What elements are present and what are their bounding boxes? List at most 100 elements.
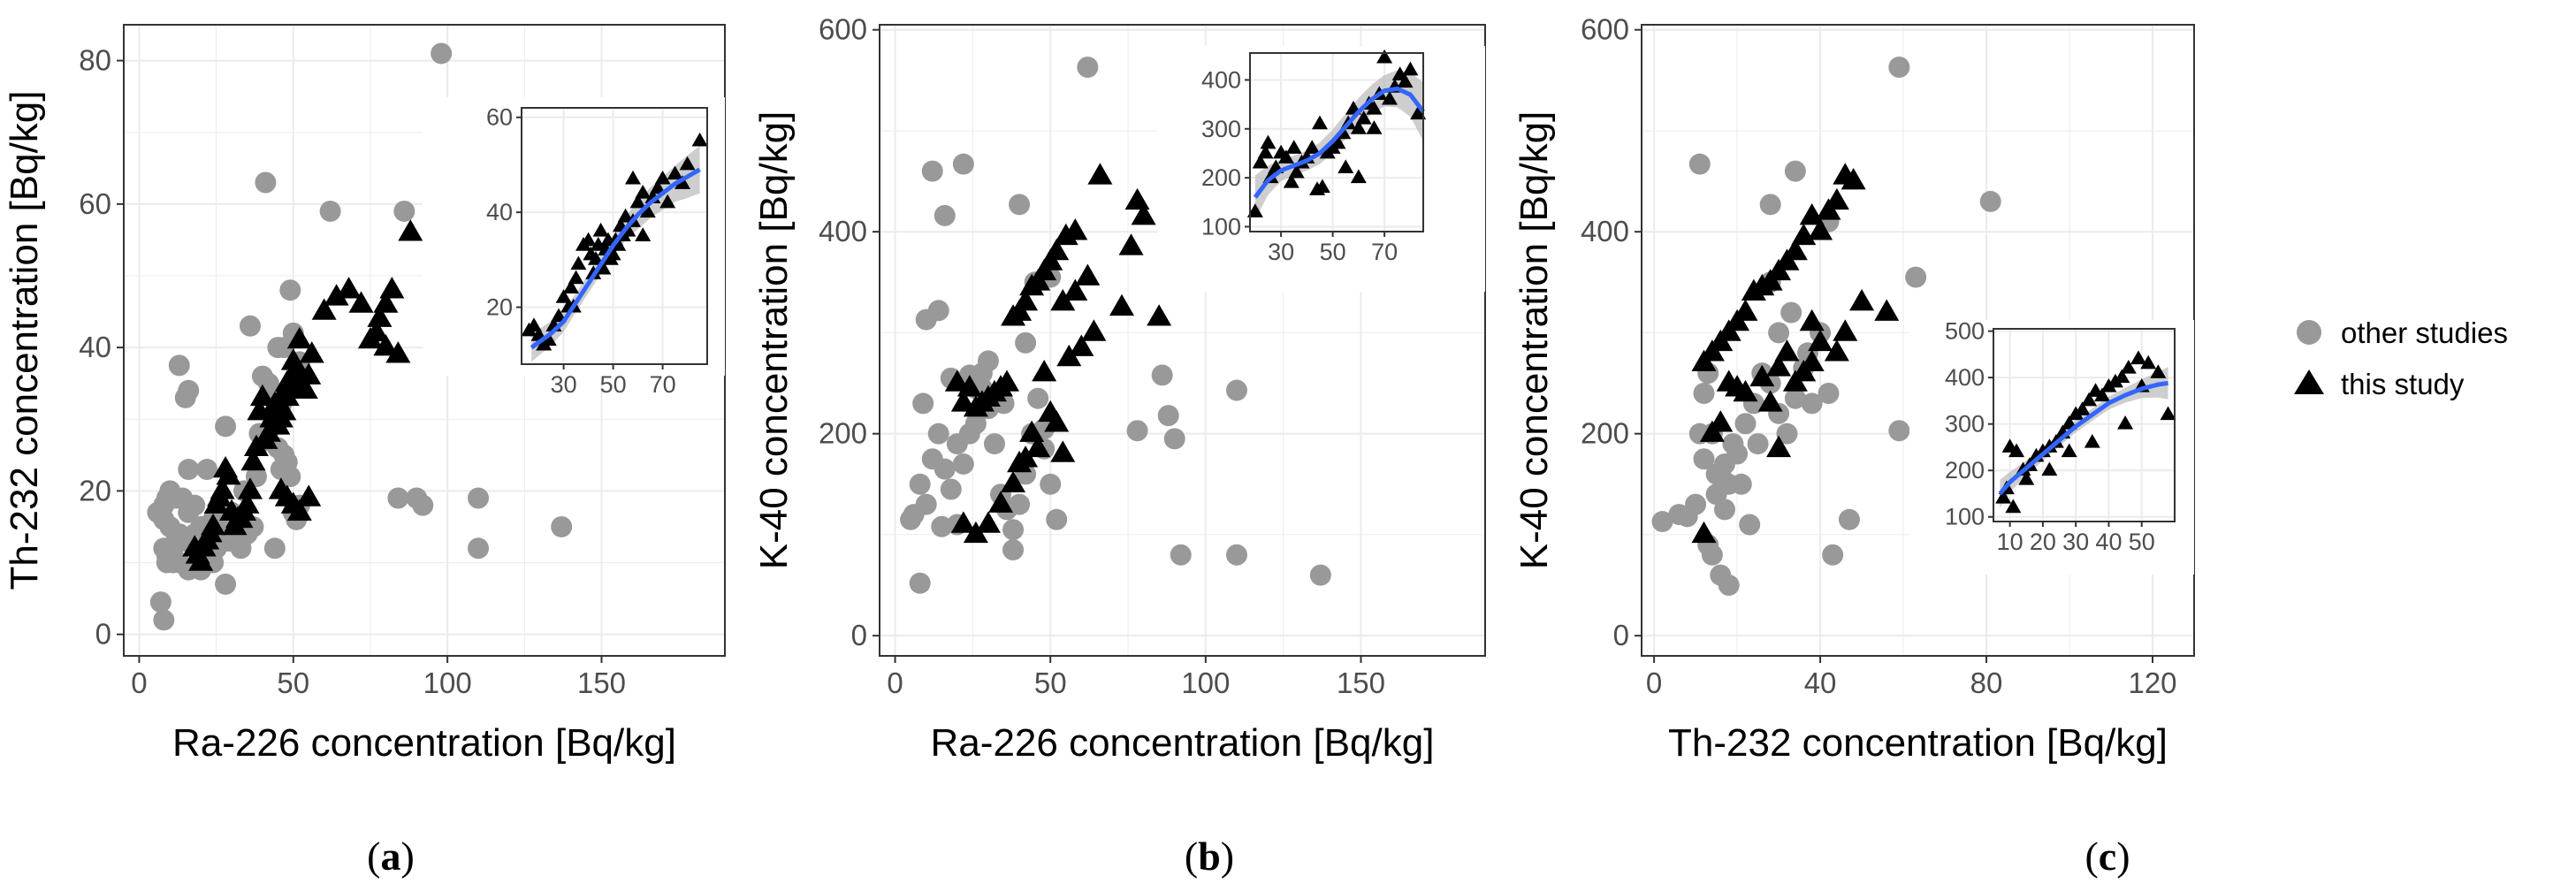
inset-point-this-study [1402,61,1419,76]
point-this-study [1131,202,1156,225]
inset-x-tick-label: 50 [600,371,627,398]
inset-point-this-study [563,279,579,294]
point-other-studies [915,308,937,331]
point-this-study [1147,304,1172,326]
point-other-studies [1077,56,1099,78]
inset-x-tick-label: 10 [1997,529,2023,555]
inset-point-this-study [1350,169,1367,184]
point-other-studies [153,609,175,631]
point-other-studies [909,572,931,594]
point-this-study [213,455,239,478]
point-this-study [286,499,312,521]
inset-point-this-study [2117,415,2134,430]
caption-a: (a) [367,834,415,879]
point-other-studies [921,160,943,182]
point-this-study [1757,390,1783,412]
x-tick-label: 0 [131,666,147,699]
point-other-studies [1734,413,1757,435]
point-this-study [219,499,245,521]
inset-point-this-study [595,260,612,275]
point-this-study [1118,233,1144,255]
inset-x-tick-label: 20 [2030,529,2056,555]
inset-point-this-study [583,246,599,261]
point-this-study [1808,218,1833,240]
point-other-studies [1979,190,2001,212]
point-other-studies [1730,473,1752,495]
point-this-study [1849,289,1875,311]
point-this-study [1069,334,1094,356]
point-this-study [259,406,285,428]
x-tick-label: 100 [1181,666,1230,699]
point-other-studies [178,459,200,481]
inset-point-this-study [1285,140,1302,154]
point-this-study [1749,364,1775,387]
inset-point-this-study [659,194,676,209]
x-axis-title: Th-232 concentration [Bq/kg] [1668,721,2168,765]
point-this-study [379,277,405,299]
inset-point-this-study [1304,140,1321,154]
inset-y-tick-label: 60 [486,104,513,131]
point-this-study [1766,354,1792,377]
point-other-studies [551,515,573,537]
series-this-study [182,219,423,571]
point-other-studies [1015,331,1037,354]
inset-point-this-study [2041,461,2058,476]
point-this-study [1799,202,1825,225]
point-other-studies [178,501,200,523]
inset-point-this-study [2087,383,2104,397]
inset-plot: 30 50 70 20 40 60 [423,97,725,398]
inset-x-tick-label: 30 [551,371,577,398]
inset-x-tick-label: 70 [1371,239,1398,265]
point-other-studies [1888,420,1910,442]
inset-point-this-study [1338,159,1354,174]
y-tick-label: 400 [1581,215,1629,248]
inset-frame [1993,328,2176,522]
x-axis-title: Ra-226 concentration [Bq/kg] [172,721,676,765]
point-this-study [1001,470,1026,493]
y-tick-label: 80 [79,44,111,77]
point-this-study [299,341,324,363]
point-this-study [1001,304,1026,326]
series-this-study [1691,163,1900,544]
point-other-studies [952,153,974,175]
point-other-studies [279,279,301,301]
inset-y-tick-label: 400 [1945,364,1985,391]
y-tick-label: 0 [95,618,111,651]
point-other-studies [1822,544,1844,566]
inset-point-this-study [1252,154,1269,169]
inset-x-tick-label: 30 [2062,529,2089,555]
inset-point-this-study [2120,359,2137,374]
point-other-studies [1747,433,1769,455]
point-this-study [1782,369,1808,392]
y-tick-label: 20 [79,474,111,506]
inset-point-this-study [1260,134,1277,149]
inset-background [423,97,725,376]
point-other-studies [196,459,218,481]
point-this-study [1044,410,1070,432]
point-this-study [373,334,399,356]
point-this-study [398,219,423,241]
inset-point-this-study [575,237,591,251]
point-other-studies [1225,544,1247,566]
point-other-studies [977,350,999,372]
inset-point-this-study [639,203,656,218]
inset-point-this-study [674,175,690,189]
point-this-study [1013,446,1039,468]
y-tick-label: 60 [79,187,111,220]
point-other-studies [964,413,987,435]
point-other-studies [1002,519,1025,541]
point-this-study [1050,289,1076,311]
inset-y-tick-label: 200 [1945,457,1985,484]
point-this-study [1791,223,1817,246]
legend-label-other-studies: other studies [2341,316,2508,349]
point-other-studies [940,478,962,500]
point-this-study [203,491,229,514]
inset-point-this-study [679,156,696,171]
inset-point-this-study [1381,90,1398,105]
point-other-studies [1009,194,1031,216]
inset-background [1158,46,1485,292]
point-other-studies [1784,387,1806,409]
point-this-study [222,513,248,536]
inset-point-this-study [1283,173,1299,188]
inset-point-this-study [600,232,616,247]
